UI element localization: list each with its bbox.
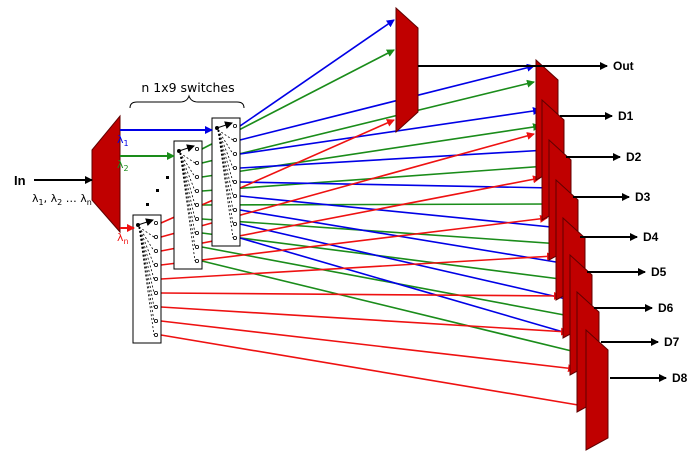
drop-label: D1 bbox=[618, 109, 634, 123]
lambda-n-label: λn bbox=[117, 231, 129, 246]
switch-port bbox=[153, 304, 158, 309]
green-route bbox=[201, 232, 569, 284]
drop-label: D8 bbox=[672, 371, 688, 385]
drop-label: D6 bbox=[658, 301, 674, 315]
switch-group bbox=[132, 117, 241, 344]
lambda-1-label: λ1 bbox=[117, 133, 129, 148]
switch-port bbox=[232, 179, 237, 184]
switch-port bbox=[232, 137, 237, 142]
switch-port bbox=[153, 248, 158, 253]
switch-port bbox=[153, 220, 158, 225]
green-route bbox=[201, 79, 535, 164]
switch-path bbox=[217, 129, 234, 155]
switch-port bbox=[232, 193, 237, 198]
multiplexer-block bbox=[395, 6, 419, 134]
switch-port bbox=[232, 221, 237, 226]
switch-path bbox=[217, 129, 234, 183]
red-route bbox=[160, 291, 562, 300]
switch-path bbox=[138, 226, 155, 252]
drop-label: D4 bbox=[643, 230, 659, 244]
switch-path bbox=[138, 226, 155, 294]
switch-port bbox=[194, 216, 199, 221]
switch-port bbox=[153, 276, 158, 281]
switch-port bbox=[194, 146, 199, 151]
switch-port bbox=[232, 124, 237, 129]
switch-path bbox=[138, 226, 155, 266]
red-route bbox=[160, 252, 555, 280]
switch-path bbox=[217, 129, 234, 169]
switch-port bbox=[153, 318, 158, 323]
drop-mux-block bbox=[585, 328, 609, 451]
switch-port bbox=[232, 151, 237, 156]
drop-label: D5 bbox=[651, 265, 667, 279]
switch-port bbox=[153, 234, 158, 239]
green-route bbox=[201, 218, 562, 248]
switch-port bbox=[194, 230, 199, 235]
drop-mux-stack bbox=[535, 58, 609, 451]
switch-port bbox=[194, 244, 199, 249]
switch-port bbox=[194, 174, 199, 179]
red-route bbox=[160, 306, 569, 336]
green-routes bbox=[201, 49, 585, 357]
red-route bbox=[160, 334, 585, 409]
drop-label: D2 bbox=[626, 150, 642, 164]
blue-route bbox=[239, 223, 576, 304]
ellipsis-dot bbox=[146, 203, 149, 206]
switch-arm bbox=[178, 144, 195, 153]
switch-path bbox=[217, 129, 234, 197]
red-route bbox=[160, 214, 548, 266]
drop-labels: D1 D2 D3 D4 D5 D6 D7 D8 bbox=[618, 109, 688, 385]
green-route bbox=[201, 123, 541, 178]
drop-label: D7 bbox=[664, 335, 680, 349]
wavelength-list-label: λ1, λ2 … λn bbox=[32, 192, 92, 207]
switch-pivot bbox=[215, 126, 219, 130]
switch-arm bbox=[216, 121, 233, 130]
switch-path bbox=[179, 152, 196, 206]
switch-path bbox=[138, 226, 155, 280]
switch-port bbox=[194, 202, 199, 207]
switches-title: n 1x9 switches bbox=[141, 80, 234, 95]
switches-brace bbox=[129, 94, 245, 109]
switch-path bbox=[138, 226, 155, 238]
switch-path bbox=[217, 129, 234, 141]
ellipsis-dot bbox=[156, 189, 159, 192]
lambda-2-label: λ2 bbox=[117, 158, 129, 173]
switch-arm bbox=[137, 218, 154, 227]
drop-label: D3 bbox=[635, 190, 651, 204]
switch-port bbox=[194, 160, 199, 165]
blue-route bbox=[239, 209, 569, 267]
ellipsis-dot bbox=[166, 176, 169, 179]
switch-port bbox=[232, 207, 237, 212]
blue-route bbox=[239, 63, 535, 141]
input-label: In bbox=[14, 173, 26, 188]
switch-port bbox=[232, 165, 237, 170]
switch-port bbox=[194, 188, 199, 193]
green-route bbox=[201, 200, 555, 209]
demultiplexer-block bbox=[91, 114, 121, 234]
switch-port bbox=[153, 332, 158, 337]
blue-route bbox=[239, 19, 395, 127]
blue-route bbox=[239, 181, 555, 192]
switch-path bbox=[179, 152, 196, 192]
switch-port bbox=[194, 258, 199, 263]
switch-path bbox=[179, 152, 196, 178]
blue-route bbox=[239, 195, 562, 232]
switch-port bbox=[232, 235, 237, 240]
switch-port bbox=[153, 262, 158, 267]
switch-path bbox=[179, 152, 196, 164]
blue-route bbox=[239, 237, 585, 340]
green-route bbox=[201, 260, 585, 357]
blue-route bbox=[239, 146, 548, 169]
red-route bbox=[160, 320, 576, 373]
output-label: Out bbox=[613, 59, 634, 73]
switch-path bbox=[179, 152, 196, 220]
switch-port bbox=[153, 290, 158, 295]
blue-route bbox=[239, 107, 541, 155]
drop-output-arrows bbox=[560, 112, 667, 382]
